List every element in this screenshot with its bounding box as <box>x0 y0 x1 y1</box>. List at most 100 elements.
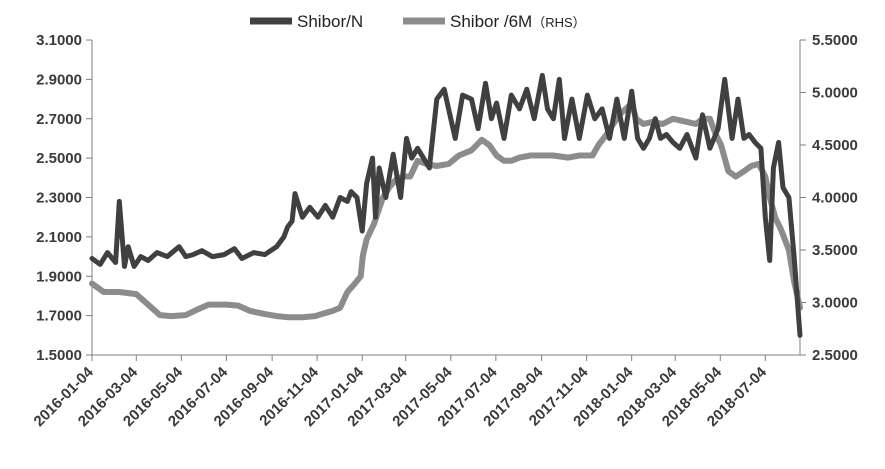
data-point-shibor-n <box>292 221 293 222</box>
data-point-shibor-n <box>417 148 418 149</box>
data-point-shibor-n <box>579 138 580 139</box>
data-point-shibor-6m <box>504 160 505 161</box>
data-point-shibor-n <box>295 193 296 194</box>
data-point-shibor-n <box>92 258 93 259</box>
data-point-shibor-n <box>743 138 744 139</box>
data-point-shibor-6m <box>374 223 375 224</box>
y-right-tick-label: 3.5000 <box>812 242 858 259</box>
data-point-shibor-6m <box>360 276 361 277</box>
data-point-shibor-6m <box>743 171 744 172</box>
data-point-shibor-n <box>673 142 674 143</box>
data-point-shibor-6m <box>519 157 520 158</box>
data-point-shibor-n <box>769 260 770 261</box>
data-point-shibor-n <box>547 108 548 109</box>
data-point-shibor-6m <box>325 313 326 314</box>
data-point-shibor-6m <box>436 166 437 167</box>
data-point-shibor-n <box>749 134 750 135</box>
data-point-shibor-n <box>128 246 129 247</box>
data-point-shibor-n <box>302 217 303 218</box>
data-point-shibor-6m <box>119 292 120 293</box>
data-point-shibor-n <box>148 260 149 261</box>
data-point-shibor-6m <box>598 145 599 146</box>
data-point-shibor-n <box>571 99 572 100</box>
data-point-shibor-6m <box>354 283 355 284</box>
data-point-shibor-n <box>347 201 348 202</box>
data-point-shibor-n <box>325 205 326 206</box>
y-left-tick-label: 1.5000 <box>36 347 82 364</box>
data-point-shibor-6m <box>366 239 367 240</box>
data-point-shibor-n <box>140 256 141 257</box>
data-point-shibor-n <box>655 118 656 119</box>
data-point-shibor-n <box>423 158 424 159</box>
data-point-shibor-n <box>393 154 394 155</box>
data-point-shibor-n <box>241 258 242 259</box>
data-point-shibor-n <box>794 256 795 257</box>
data-point-shibor-n <box>511 95 512 96</box>
data-point-shibor-6m <box>264 314 265 315</box>
data-point-shibor-n <box>185 256 186 257</box>
data-point-shibor-n <box>519 108 520 109</box>
data-point-shibor-6m <box>758 163 759 164</box>
y-left-tick-label: 1.9000 <box>36 268 82 285</box>
data-point-shibor-n <box>526 89 527 90</box>
data-point-shibor-n <box>264 254 265 255</box>
y-left-tick-label: 2.7000 <box>36 111 82 128</box>
y-left-ticks: 1.5000 1.7000 1.9000 2.1000 2.3000 2.5000 2.70… <box>36 32 92 364</box>
data-point-shibor-6m <box>276 316 277 317</box>
data-point-shibor-n <box>107 252 108 253</box>
x-ticks: 2016-01-042016-03-042016-05-042016-07-04… <box>31 355 771 430</box>
data-point-shibor-n <box>400 197 401 198</box>
data-point-shibor-n <box>788 197 789 198</box>
data-point-shibor-n <box>366 183 367 184</box>
data-point-shibor-n <box>718 128 719 129</box>
y-left-tick-label: 2.3000 <box>36 190 82 207</box>
y-left-tick-label: 2.9000 <box>36 71 82 88</box>
series-line-shibor-6m <box>89 100 803 321</box>
data-point-shibor-n <box>124 266 125 267</box>
data-point-shibor-n <box>553 118 554 119</box>
data-point-shibor-6m <box>471 150 472 151</box>
data-point-shibor-6m <box>362 255 363 256</box>
data-point-shibor-n <box>738 99 739 100</box>
data-point-shibor-n <box>234 248 235 249</box>
data-point-shibor-6m <box>347 292 348 293</box>
y-left-tick-label: 2.1000 <box>36 229 82 246</box>
data-point-shibor-n <box>406 138 407 139</box>
data-point-shibor-n <box>534 118 535 119</box>
data-point-shibor-6m <box>340 307 341 308</box>
data-point-shibor-6m <box>735 176 736 177</box>
data-point-shibor-n <box>631 91 632 92</box>
data-point-shibor-n <box>724 79 725 80</box>
data-point-shibor-6m <box>238 305 239 306</box>
data-point-shibor-n <box>778 142 779 143</box>
data-point-shibor-6m <box>586 155 587 156</box>
data-point-shibor-n <box>687 134 688 135</box>
data-point-shibor-n <box>695 158 696 159</box>
data-point-shibor-6m <box>185 315 186 316</box>
data-point-shibor-n <box>100 264 101 265</box>
data-point-shibor-n <box>362 231 363 232</box>
data-point-shibor-n <box>351 191 352 192</box>
data-point-shibor-6m <box>103 292 104 293</box>
data-point-shibor-n <box>119 201 120 202</box>
data-point-shibor-6m <box>489 145 490 146</box>
data-point-shibor-n <box>134 266 135 267</box>
data-point-shibor-n <box>496 103 497 104</box>
y-right-tick-label: 3.0000 <box>812 295 858 312</box>
data-point-shibor-6m <box>448 163 449 164</box>
data-point-shibor-n <box>679 148 680 149</box>
data-point-shibor-n <box>559 79 560 80</box>
data-point-shibor-6m <box>410 176 411 177</box>
legend-label-shibor-6m-name: Shibor /6M <box>450 12 532 31</box>
legend-label-shibor-6m-suffix: （RHS） <box>532 15 585 30</box>
data-point-shibor-n <box>732 138 733 139</box>
y-right-tick-label: 4.5000 <box>812 137 858 154</box>
data-point-shibor-n <box>157 252 158 253</box>
data-point-shibor-6m <box>511 160 512 161</box>
data-point-shibor-6m <box>579 155 580 156</box>
legend: Shibor/N Shibor /6M（RHS） <box>250 12 586 31</box>
data-point-shibor-6m <box>780 229 781 230</box>
series-line-shibor-n <box>89 72 803 338</box>
data-point-shibor-6m <box>643 124 644 125</box>
